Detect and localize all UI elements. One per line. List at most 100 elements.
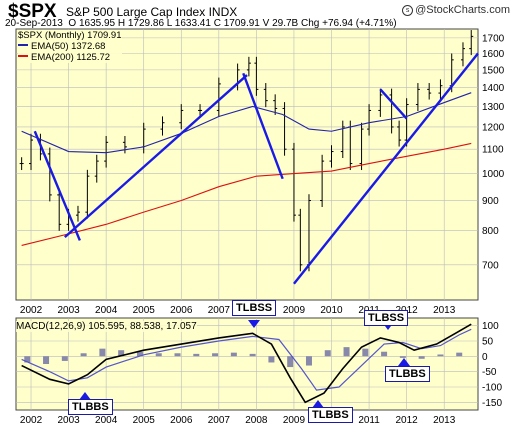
ema200-line — [21, 142, 472, 246]
trendline — [33, 130, 81, 241]
macd-histogram-bar — [61, 356, 68, 361]
macd-histogram-bar — [118, 350, 125, 357]
macd-x-tick-label: 2004 — [95, 415, 118, 426]
ema50-swatch — [18, 44, 28, 46]
callout-tlbbs-2009: TLBBS — [308, 407, 353, 423]
macd-x-tick-label: 2011 — [358, 415, 380, 426]
price-y-tick-label: 1200 — [482, 122, 505, 133]
index-full-name: S&P 500 Large Cap Index — [66, 5, 206, 19]
macd-histogram-bar — [437, 354, 444, 357]
ema200-label: EMA(200) 1125.72 — [31, 52, 111, 63]
macd-histogram-bar — [249, 353, 256, 357]
trendline — [293, 52, 479, 285]
callout-arrow-icon — [398, 358, 410, 366]
macd-x-tick-label: 2012 — [396, 415, 419, 426]
callout-arrow-icon — [79, 392, 91, 400]
price-x-tick-label: 2009 — [283, 305, 306, 316]
legend-ema50: EMA(50) 1372.68 — [18, 41, 122, 52]
macd-x-tick-label: 2005 — [133, 415, 156, 426]
macd-histogram-bar — [324, 350, 331, 357]
price-panel — [15, 28, 479, 301]
price-y-tick-label: 1000 — [482, 169, 505, 180]
macd-x-tick-label: 2009 — [283, 415, 306, 426]
macd-y-tick-label: -150 — [482, 398, 502, 409]
price-y-tick-label: 1100 — [482, 145, 504, 156]
macd-histogram-bar — [212, 353, 219, 357]
macd-histogram-bar — [193, 353, 200, 357]
macd-histogram-bar — [155, 353, 162, 357]
price-y-tick-label: 800 — [482, 226, 499, 237]
callout-tlbbs-2011: TLBBS — [385, 366, 430, 382]
macd-histogram-bar — [99, 348, 106, 357]
price-y-tick-label: 1500 — [482, 65, 505, 76]
macd-histogram-bar — [230, 352, 237, 357]
price-x-tick-label: 2007 — [208, 305, 231, 316]
trendline — [64, 74, 248, 239]
macd-histogram-bar — [43, 356, 50, 364]
macd-histogram-bar — [399, 356, 406, 358]
macd-histogram-bar — [418, 356, 425, 359]
callout-arrow-icon — [248, 320, 260, 328]
price-y-tick-label: 1600 — [482, 49, 505, 60]
macd-y-tick-label: -100 — [482, 383, 502, 394]
macd-line — [21, 323, 472, 404]
callout-tlbss-2011: TLBSS — [364, 310, 409, 326]
price-layer — [19, 30, 479, 285]
macd-histogram-bar — [343, 347, 350, 357]
ema200-swatch — [18, 55, 28, 57]
ticker-symbol: $SPX — [8, 1, 57, 22]
macd-histogram-bar — [305, 356, 312, 366]
macd-x-tick-label: 2008 — [245, 415, 268, 426]
quote-line: 20-Sep-2013 O 1635.95 H 1729.86 L 1633.4… — [5, 18, 397, 29]
price-x-tick-label: 2013 — [433, 305, 456, 316]
trendline — [242, 72, 284, 180]
macd-histogram-bar — [24, 356, 31, 363]
price-x-tick-label: 2003 — [57, 305, 80, 316]
macd-histogram-bar — [80, 353, 87, 357]
price-legend: $SPX (Monthly) 1709.91 EMA(50) 1372.68 E… — [18, 30, 122, 63]
macd-histogram-bar — [174, 353, 181, 357]
price-y-tick-label: 900 — [482, 196, 499, 207]
watermark-text: @StockCharts.com — [415, 4, 510, 16]
macd-x-tick-label: 2006 — [170, 415, 193, 426]
macd-histogram-bar — [381, 351, 388, 357]
price-x-tick-label: 2004 — [95, 305, 118, 316]
stockcharts-watermark: s @StockCharts.com — [402, 4, 510, 16]
macd-y-tick-label: 50 — [482, 337, 494, 348]
callout-arrow-icon — [312, 400, 324, 408]
macd-x-tick-label: 2013 — [433, 415, 456, 426]
macd-histogram-bar — [456, 352, 463, 357]
price-x-tick-label: 2006 — [170, 305, 193, 316]
price-y-tick-label: 1700 — [482, 33, 505, 44]
index-name: S&P 500 Large Cap Index INDX — [66, 5, 237, 19]
price-grid — [16, 29, 478, 300]
price-x-tick-label: 2005 — [133, 305, 156, 316]
ema50-line — [21, 92, 472, 154]
trendline — [379, 88, 408, 120]
callout-tlbss-2008: TLBSS — [232, 300, 277, 316]
macd-x-tick-label: 2007 — [208, 415, 231, 426]
legend-series: $SPX (Monthly) 1709.91 — [18, 30, 122, 41]
macd-histogram-bar — [287, 356, 294, 368]
macd-y-tick-label: 0 — [482, 352, 488, 363]
stockcharts-logo-icon: s — [402, 5, 414, 16]
exchange-label: INDX — [208, 5, 238, 19]
macd-label: MACD(12,26,9) 105.595, 88.538, 17.057 — [16, 321, 197, 332]
macd-y-tick-label: 100 — [482, 321, 499, 332]
callout-tlbbs-2003: TLBBS — [68, 399, 113, 415]
legend-ema200: EMA(200) 1125.72 — [18, 52, 122, 63]
price-y-tick-label: 1400 — [482, 83, 505, 94]
macd-y-tick-label: -50 — [482, 367, 497, 378]
quote-date: 20-Sep-2013 — [5, 18, 63, 29]
macd-layer — [21, 323, 472, 404]
price-y-tick-label: 700 — [482, 260, 499, 271]
macd-x-tick-label: 2002 — [20, 415, 43, 426]
ohlc-values: O 1635.95 H 1729.86 L 1633.41 C 1709.91 … — [68, 18, 397, 29]
macd-histogram-bar — [362, 348, 369, 357]
price-y-tick-label: 1300 — [482, 102, 505, 113]
ema50-label: EMA(50) 1372.68 — [31, 41, 106, 52]
macd-x-tick-label: 2003 — [57, 415, 80, 426]
macd-signal-line — [21, 328, 472, 391]
macd-histogram-bar — [268, 356, 275, 363]
